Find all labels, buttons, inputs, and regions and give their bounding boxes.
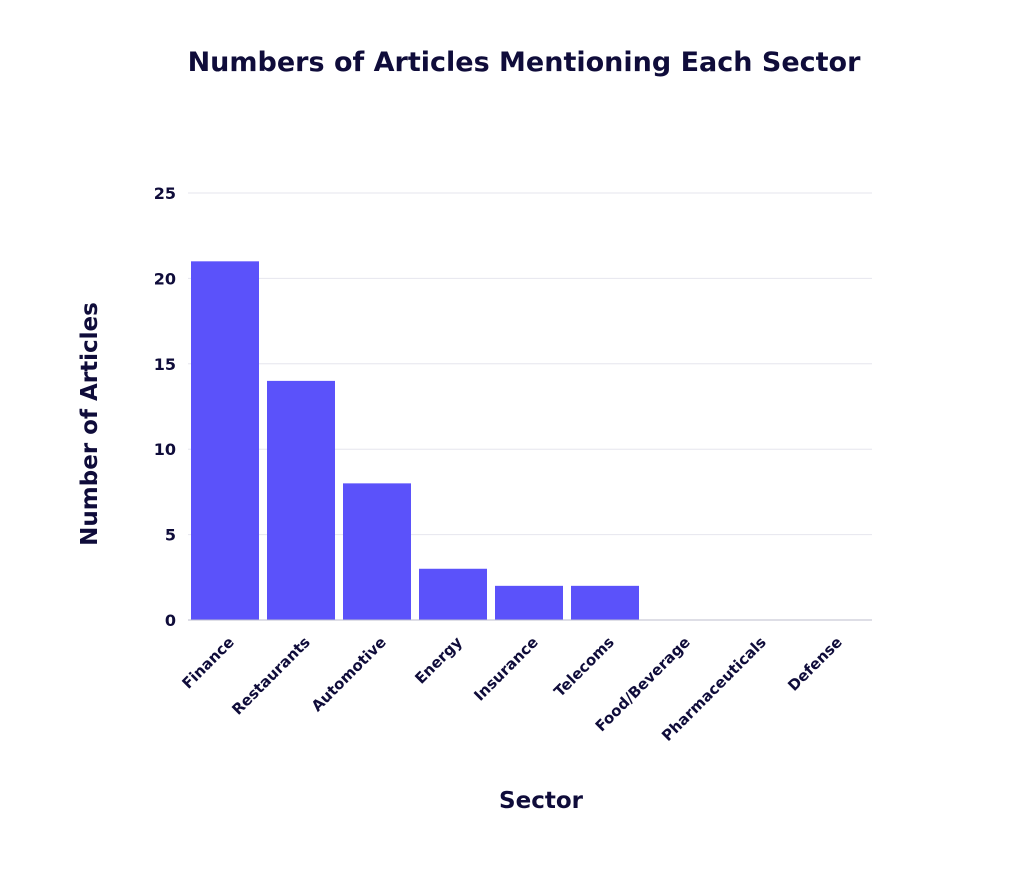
y-tick-label: 0 <box>165 611 176 630</box>
bar <box>343 483 411 620</box>
bar <box>267 380 335 620</box>
y-axis-ticks: 0 5 10 15 20 25 <box>154 184 176 630</box>
x-axis-title: Sector <box>499 788 584 814</box>
chart-title: Numbers of Articles Mentioning Each Sect… <box>188 47 862 78</box>
y-tick-label: 5 <box>165 526 176 545</box>
y-axis-title: Number of Articles <box>77 302 103 546</box>
y-tick-label: 10 <box>154 440 176 459</box>
x-tick-label: Telecoms <box>550 633 618 701</box>
x-tick-label: Finance <box>178 633 237 692</box>
x-tick-label: Energy <box>411 633 466 688</box>
x-tick-label: Defense <box>784 633 846 695</box>
x-tick-label: Automotive <box>308 633 390 715</box>
bars <box>191 261 639 620</box>
bar <box>419 568 487 620</box>
bar <box>495 585 563 620</box>
x-tick-label: Restaurants <box>228 633 314 719</box>
y-tick-label: 15 <box>154 355 176 374</box>
x-tick-label: Insurance <box>470 633 542 705</box>
y-tick-label: 25 <box>154 184 176 203</box>
y-tick-label: 20 <box>154 269 176 288</box>
bar <box>191 261 259 620</box>
bar <box>571 585 639 620</box>
